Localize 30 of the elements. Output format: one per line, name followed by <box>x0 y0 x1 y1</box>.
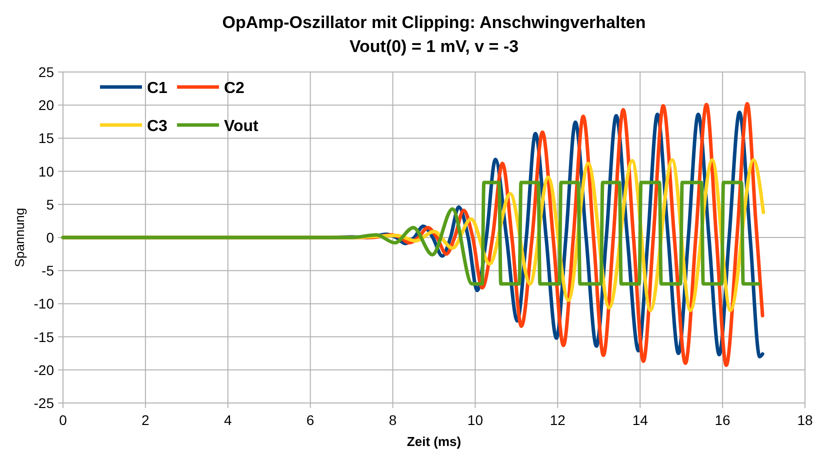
y-tick-label: 0 <box>46 230 54 246</box>
y-tick-label: -20 <box>34 362 54 378</box>
x-tick-label: 2 <box>142 412 150 428</box>
x-tick-label: 18 <box>797 412 813 428</box>
legend-label: C1 <box>147 80 168 97</box>
chart-subtitle: Vout(0) = 1 mV, v = -3 <box>349 37 519 56</box>
x-tick-label: 16 <box>714 412 731 428</box>
legend-label: C2 <box>224 80 245 97</box>
x-tick-label: 0 <box>59 412 68 428</box>
legend-label: C3 <box>147 118 168 135</box>
y-tick-label: 15 <box>38 130 54 146</box>
line-series <box>61 180 760 286</box>
y-tick-label: 5 <box>46 196 54 212</box>
x-tick-label: 12 <box>550 412 566 428</box>
y-tick-label: -25 <box>34 395 54 411</box>
y-tick-label: -15 <box>34 328 54 345</box>
y-tick-label: 20 <box>38 97 54 114</box>
x-tick-label: 14 <box>632 412 648 428</box>
y-axis-title: Spannung <box>12 208 27 268</box>
legend-label: Vout <box>224 118 260 135</box>
x-tick-label: 4 <box>224 412 232 428</box>
y-tick-label: -10 <box>34 296 54 312</box>
x-axis-title: Zeit (ms) <box>406 434 462 449</box>
chart-title: OpAmp-Oszillator mit Clipping: Anschwingverhalten <box>222 13 646 32</box>
y-tick-label: 25 <box>38 64 54 80</box>
x-tick-label: 10 <box>467 412 484 428</box>
x-tick-label: 6 <box>306 412 314 428</box>
y-tick-label: 10 <box>38 163 54 180</box>
x-tick-label: 8 <box>388 412 397 428</box>
y-tick-label: -5 <box>42 262 54 279</box>
